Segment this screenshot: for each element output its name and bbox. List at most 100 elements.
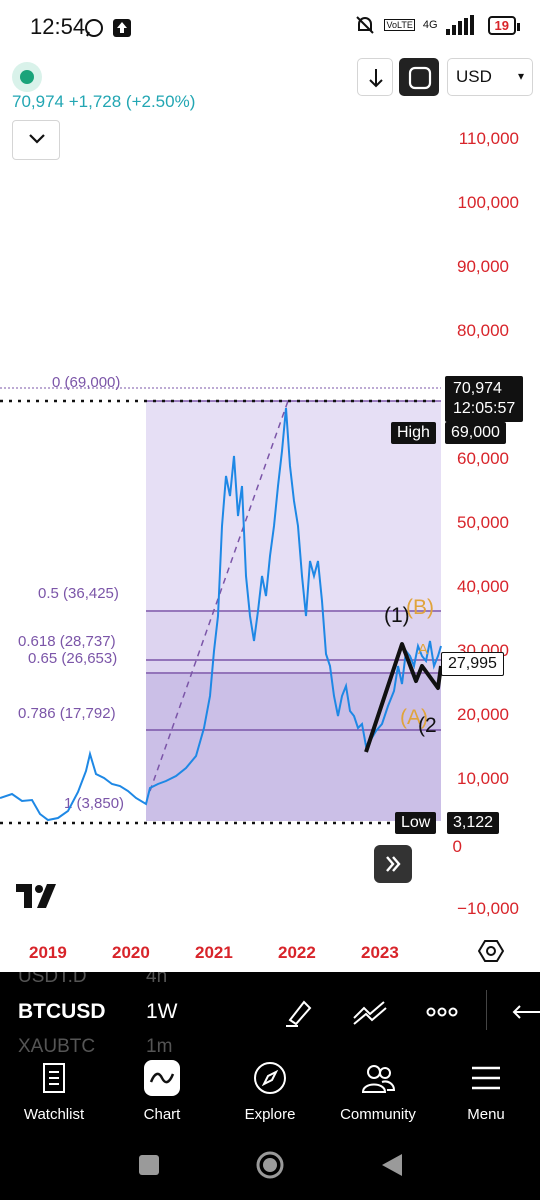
watchlist-icon [36,1060,72,1096]
wave-label-a: A [418,641,428,658]
low-value-tag: 3,122 [447,812,500,834]
back-icon[interactable] [380,1152,404,1178]
indicators-icon[interactable] [352,996,388,1028]
nav-label: Explore [244,1106,296,1123]
high-value-tag: 69,000 [445,422,506,444]
status-icons: VoLTE 4G 19 [354,14,521,36]
double-chevron-right-icon [386,856,401,872]
undo-icon[interactable] [510,996,540,1028]
nav-explore[interactable]: Explore [216,1052,324,1140]
compass-icon [252,1060,288,1096]
currency-select[interactable]: USD ▾ [447,58,533,96]
nav-label: Chart [143,1106,181,1123]
wave-label-1: (1) [384,604,410,627]
mute-icon [356,16,375,34]
caret-down-icon: ▾ [517,69,524,83]
fib-zone-lower [146,674,441,821]
fib-label-0-5: 0.5 (36,425) [38,585,119,602]
symbol-ghost-below[interactable]: XAUBTC [18,1036,96,1052]
trend-line [149,400,289,792]
y-tick-label: 50,000 [457,513,509,532]
community-icon [360,1060,396,1096]
chart-settings-icon[interactable] [478,938,504,964]
fib-label-0-65: 0.65 (26,653) [28,650,117,667]
scroll-to-realtime-button[interactable] [374,845,412,883]
wave-label-a-paren: (A) [400,706,428,729]
x-tick-label: 2020 [112,943,150,962]
x-tick-label: 2021 [195,943,233,962]
market-open-dot [20,70,34,84]
crosshair-price-tag: 27,995 [441,652,504,676]
battery-indicator: 19 [487,15,521,35]
menu-icon [468,1060,504,1096]
x-axis[interactable]: 2019 2020 2021 2022 2023 [29,943,399,962]
x-tick-label: 2022 [278,943,316,962]
symbol-selector[interactable]: BTCUSD [18,1000,106,1023]
fullscreen-button[interactable] [399,58,439,96]
interval-selector[interactable]: 1W [146,1000,178,1023]
y-tick-label: 80,000 [457,321,509,340]
x-tick-label: 2023 [361,943,399,962]
bar-countdown: 12:05:57 [453,400,516,417]
nav-menu[interactable]: Menu [432,1052,540,1140]
bottom-navigation: Watchlist Chart Explore Community Menu [0,1052,540,1140]
nav-watchlist[interactable]: Watchlist [0,1052,108,1140]
interval-ghost-below[interactable]: 1m [146,1036,173,1052]
fib-label-0: 0 (69,000) [52,374,120,391]
nav-label: Menu [467,1106,505,1123]
symbol-toolbar: USDT.D 4h BTCUSD 1W XAUBTC 1m [0,972,540,1052]
interval-ghost-above[interactable]: 4h [146,972,168,987]
recent-apps-icon[interactable] [138,1154,160,1176]
y-tick-label: −10,000 [457,899,519,918]
y-tick-label: 110,000 [459,129,519,148]
last-price-tag: 70,974 12:05:57 [445,376,524,422]
tradingview-logo [16,884,56,908]
status-time: 12:54 [30,14,86,39]
chart-icon [144,1060,180,1096]
price-chart[interactable]: 0 (69,000) 0.5 (36,425) 0.618 (28,737) 0… [0,56,540,972]
last-price-value: 70,974 [453,380,502,397]
collapse-legend-button[interactable] [12,120,60,160]
nav-chart[interactable]: Chart [108,1052,216,1140]
elliott-wave [364,642,443,753]
price-candles [0,407,442,822]
scale-down-button[interactable] [357,58,393,96]
market-status-indicator[interactable] [12,62,42,92]
whatsapp-icon [85,19,103,37]
more-icon[interactable] [426,996,458,1028]
toolbar-divider [486,990,487,1030]
nav-label: Community [340,1106,416,1123]
signal-icon [445,15,474,35]
fib-label-1: 1 (3,850) [64,795,124,812]
low-label-tag: Low [395,812,437,834]
arrow-down-icon [369,69,383,88]
nav-label: Watchlist [23,1106,85,1123]
symbol-ghost-above[interactable]: USDT.D [18,972,87,987]
y-tick-label: 20,000 [457,705,509,724]
drawing-tools-icon[interactable] [284,996,316,1028]
high-label-tag: High [391,422,436,444]
y-tick-label: 10,000 [457,769,509,788]
chart-area[interactable]: 0 (69,000) 0.5 (36,425) 0.618 (28,737) 0… [0,56,540,972]
x-tick-label: 2019 [29,943,67,962]
home-icon[interactable] [255,1150,285,1180]
wave-label-2: (2 [418,714,437,737]
fullscreen-icon [408,66,432,90]
volte-badge: VoLTE [384,19,415,31]
y-tick-label: 100,000 [458,193,519,212]
wave-label-b: (B) [406,596,434,619]
fib-label-0-618: 0.618 (28,737) [18,633,116,650]
y-tick-label: 90,000 [457,257,509,276]
fib-label-0-786: 0.786 (17,792) [18,705,116,722]
price-change-line: 70,974 +1,728 (+2.50%) [12,92,196,111]
nav-community[interactable]: Community [324,1052,432,1140]
upload-notification-icon [113,19,131,37]
y-tick-label: 40,000 [457,577,509,596]
chevron-down-icon [29,134,45,144]
y-axis[interactable]: 110,000 100,000 90,000 80,000 60,000 50,… [453,129,519,918]
system-navigation-bar [0,1140,540,1200]
status-bar: 12:54 VoLTE 4G 19 [0,0,540,56]
network-type: 4G [422,19,438,31]
y-tick-label: 60,000 [457,449,509,468]
currency-value: USD [456,67,492,86]
